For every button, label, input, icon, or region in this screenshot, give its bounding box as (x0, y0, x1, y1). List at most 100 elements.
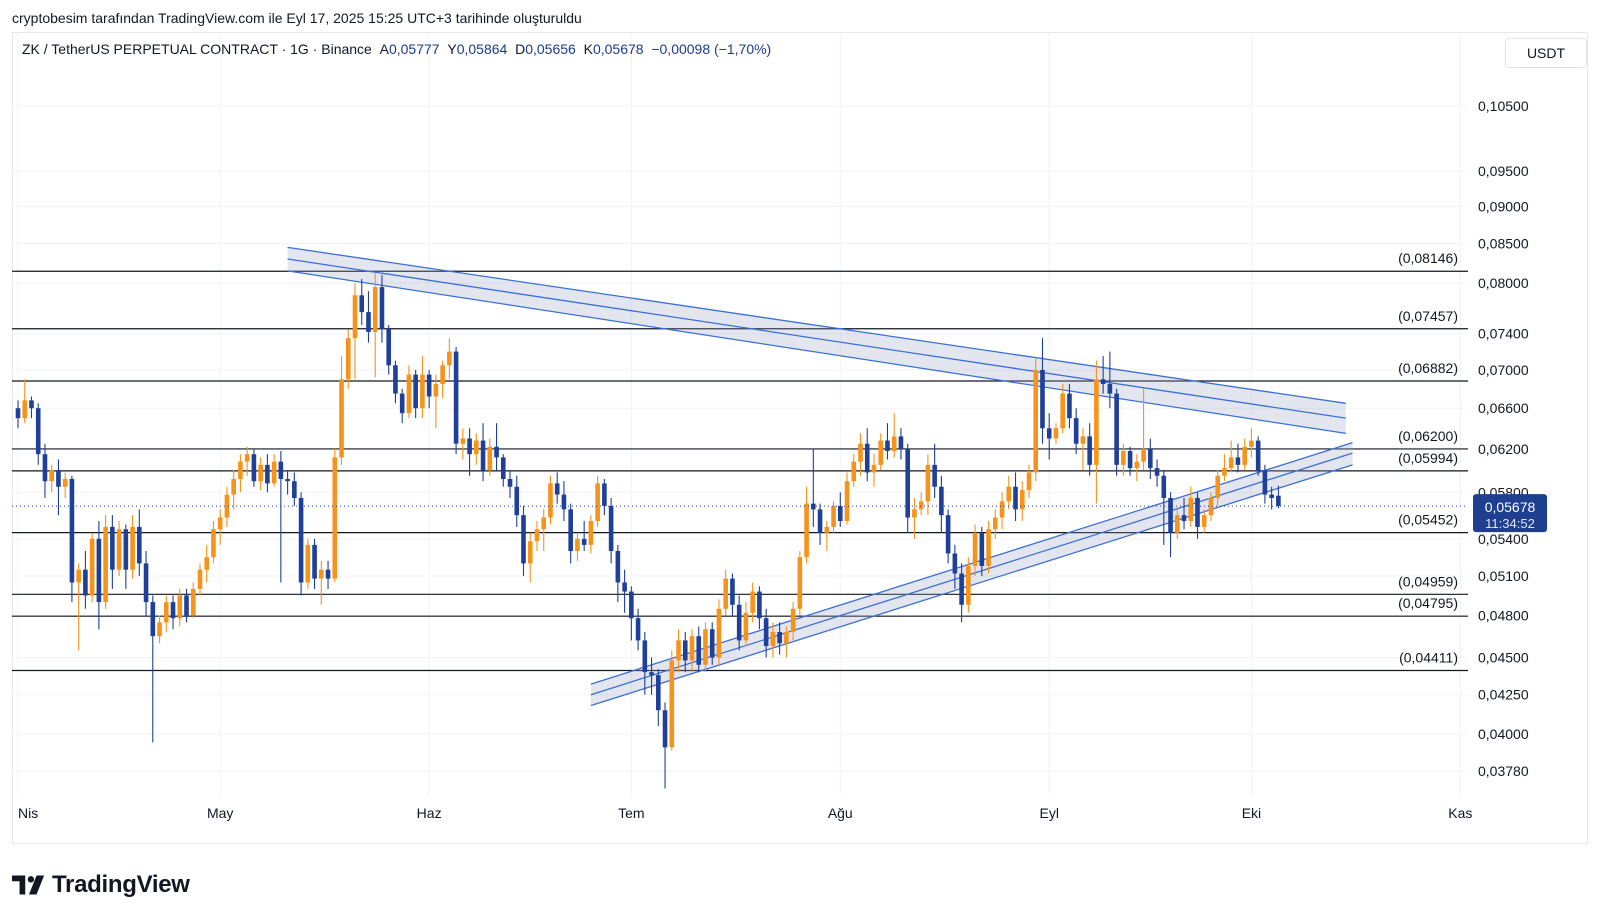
y-tick-label: 0,10500 (1478, 98, 1529, 114)
candle (244, 446, 250, 476)
candle-body (22, 400, 28, 419)
last-price-label: 0,05678 (1485, 499, 1536, 515)
candle-body (1080, 436, 1086, 444)
tradingview-logo[interactable]: TradingView (12, 871, 190, 899)
candle (1161, 470, 1167, 545)
candle-body (1174, 515, 1180, 533)
low-value: 0,05656 (525, 41, 576, 57)
level-label: (0,06200) (1398, 428, 1458, 444)
candle-body (420, 374, 425, 409)
candle-body (1168, 497, 1173, 533)
candle-body (123, 529, 129, 570)
candle (629, 586, 634, 641)
y-tick-label: 0,07400 (1478, 326, 1529, 342)
y-tick-label: 0,06200 (1478, 441, 1529, 457)
candle (1019, 481, 1025, 522)
candle-body (864, 443, 870, 473)
candle (871, 454, 877, 487)
candle (682, 631, 688, 673)
candle-body (83, 569, 88, 596)
candle (271, 454, 277, 487)
candle (116, 521, 122, 577)
candle (406, 365, 412, 419)
candle-body (534, 529, 540, 542)
candle (972, 524, 978, 577)
candle-body (656, 675, 661, 711)
candle-body (979, 532, 985, 566)
candle-body (184, 595, 189, 616)
candle-body (676, 640, 681, 661)
candle (1235, 443, 1241, 473)
channel-line-upper (287, 246, 1346, 404)
candle-body (1053, 428, 1059, 439)
candle-body (197, 569, 203, 589)
candle (332, 448, 338, 583)
candle-body (588, 521, 594, 545)
candle-body (150, 602, 156, 637)
candle-body (696, 636, 702, 665)
candle (514, 475, 520, 527)
candle (777, 622, 782, 655)
candle (939, 475, 944, 533)
candle-body (858, 443, 863, 462)
candle (170, 595, 176, 630)
candle (345, 329, 351, 389)
candle-body (1276, 495, 1281, 506)
candle (568, 503, 573, 564)
candle-body (730, 578, 735, 605)
candle-body (433, 384, 439, 397)
candle-body (238, 461, 243, 479)
candle-body (918, 501, 924, 510)
candle-body (1228, 457, 1234, 469)
candle (103, 515, 108, 609)
y-tick-label: 0,04000 (1478, 726, 1529, 742)
candle-body (905, 448, 910, 518)
candle-body (372, 287, 378, 332)
candle-body (1127, 451, 1133, 469)
candle-body (642, 640, 648, 673)
candle (608, 497, 614, 564)
candle-body (130, 526, 135, 570)
candle-body (89, 538, 95, 596)
candle-body (76, 569, 81, 583)
candle-body (669, 660, 675, 748)
channel-line-mid (287, 258, 1346, 419)
candle-body (1269, 494, 1274, 498)
candle-body (932, 464, 937, 487)
candle (1114, 388, 1119, 476)
time-axis: Nis May Haz Tem Ağu Eyl Eki Kas (18, 805, 1472, 821)
candle-body (716, 608, 722, 658)
chart-frame (12, 32, 1588, 844)
x-tick-label: Ağu (828, 805, 853, 821)
tradingview-logo-icon (12, 875, 45, 895)
candle (1121, 443, 1126, 476)
candle-body (1107, 384, 1113, 394)
open-value: 0,05777 (388, 41, 440, 57)
currency-selector[interactable]: USDT (1505, 38, 1587, 68)
candle-body (298, 497, 304, 583)
candle (62, 472, 68, 498)
candle (379, 274, 385, 343)
candle (1134, 454, 1140, 482)
candle-body (1242, 446, 1247, 465)
candle (1195, 492, 1200, 539)
y-tick-label: 0,04500 (1478, 650, 1529, 666)
candle-body (1094, 379, 1099, 465)
candle (1215, 470, 1221, 506)
candle-body (1114, 393, 1119, 465)
candle-body (386, 329, 391, 366)
candle-body (1208, 497, 1214, 516)
candle (561, 481, 567, 522)
candle (952, 544, 958, 589)
symbol-title: ZK / TetherUS PERPETUAL CONTRACT · 1G · … (22, 41, 372, 57)
candle (1053, 423, 1059, 444)
candle (447, 338, 452, 380)
candle (763, 608, 769, 658)
candle-body (1161, 475, 1167, 498)
candle-body (1134, 461, 1140, 469)
x-tick-label: Nis (18, 805, 38, 821)
candle (96, 521, 102, 630)
candle-body (837, 505, 843, 522)
candle (790, 602, 796, 641)
